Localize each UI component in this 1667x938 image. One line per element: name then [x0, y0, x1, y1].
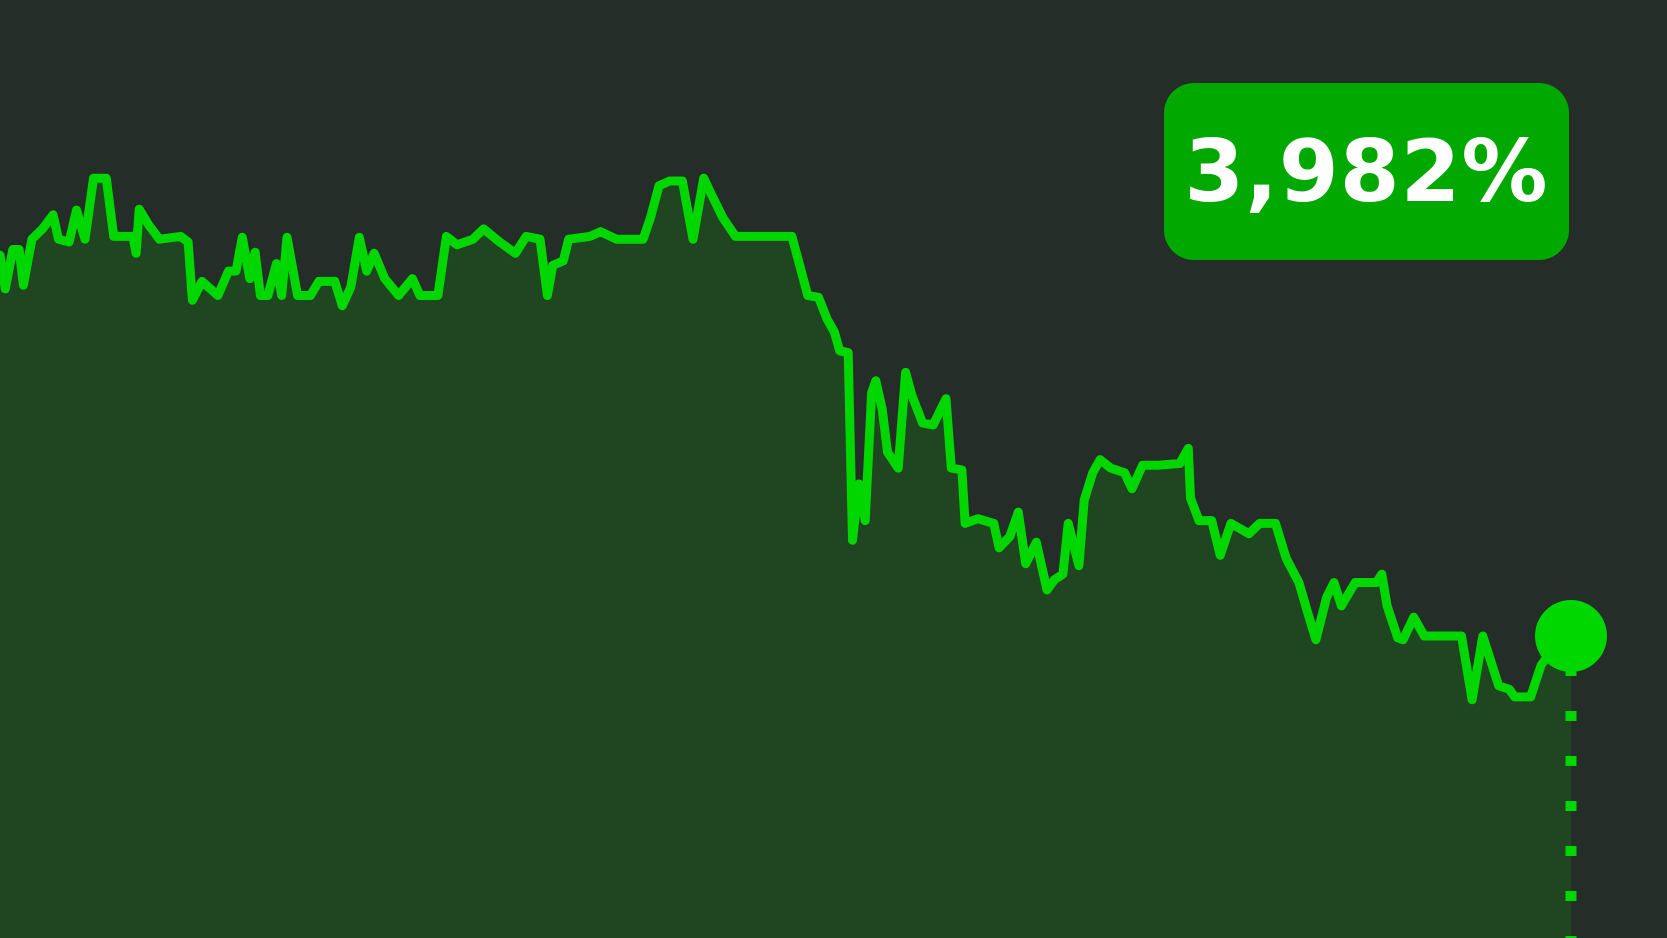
current-value-label: 3,982% — [1184, 121, 1549, 222]
area-fill — [0, 178, 1571, 938]
current-point-marker — [1535, 599, 1607, 672]
series-line — [0, 173, 1576, 705]
current-value-badge: 3,982% — [1164, 83, 1569, 260]
